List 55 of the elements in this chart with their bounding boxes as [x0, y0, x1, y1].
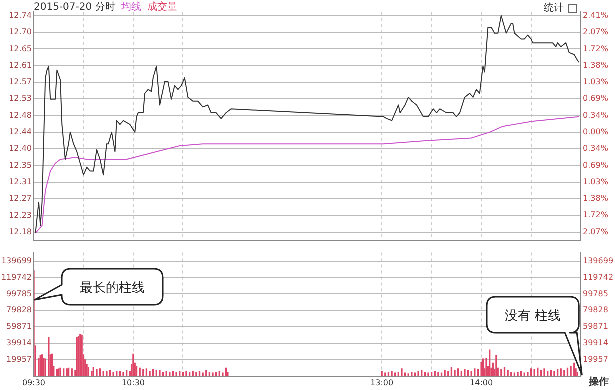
y-tick-label: 12.74	[9, 10, 32, 20]
y-tick-label: 12.65	[9, 44, 32, 54]
y-tick-label: 12.57	[9, 78, 32, 87]
y2-tick-label: 79828	[583, 306, 608, 315]
y2-tick-label: 1.72%	[583, 210, 609, 220]
y-tick-label: 12.61	[9, 60, 32, 70]
y2-tick-label: 0.69%	[583, 94, 609, 104]
y-tick-label: 119742	[1, 272, 32, 282]
chart-title: 2015-07-20 分时	[34, 2, 116, 13]
y2-tick-label: 0.69%	[583, 160, 609, 170]
y2-tick-label: 1.03%	[583, 177, 609, 186]
y2-tick-label: 99785	[583, 289, 608, 298]
annotation: 没有 柱线	[504, 309, 561, 324]
y-tick-label: 12.23	[9, 210, 32, 220]
y2-tick-label: 0.00%	[583, 128, 609, 136]
y-tick-label: 139699	[1, 256, 32, 266]
y2-tick-label: 0.34%	[583, 144, 609, 154]
y-tick-label: 12.27	[9, 194, 32, 204]
y-tick-label: 12.70	[9, 28, 32, 37]
x-tick-label: 09:30	[22, 378, 46, 388]
text: 均线	[121, 2, 142, 13]
y2-tick-label: 139699	[583, 256, 614, 266]
x-tick-label: 10:30	[122, 378, 145, 388]
y-tick-label: 12.40	[9, 144, 32, 154]
y-tick-label: 12.53	[9, 94, 32, 104]
x-tick-label: 14:00	[470, 378, 494, 388]
annotation: 最长的柱线	[80, 280, 145, 296]
y-tick-label: 12.44	[9, 128, 32, 137]
y2-tick-label: 1.38%	[583, 60, 609, 70]
y2-tick-label: 2.41%	[583, 10, 609, 20]
y-tick-label: 12.35	[9, 160, 32, 170]
text: 操作	[589, 377, 609, 388]
y2-tick-label: 1.72%	[583, 44, 609, 54]
y-tick-label: 12.48	[9, 110, 32, 120]
y-tick-label: 99785	[6, 289, 32, 298]
y2-tick-label: 0.34%	[583, 110, 609, 120]
y2-tick-label: 19957	[583, 355, 608, 364]
y2-tick-label: 1.38%	[583, 194, 609, 204]
speech-bubble: 没有 柱线	[486, 296, 583, 376]
y-tick-label: 79828	[6, 306, 32, 315]
y2-tick-label: 59871	[583, 322, 608, 332]
speech-bubble: 最长的柱线	[34, 268, 164, 306]
text: 成交量	[147, 2, 178, 13]
y-tick-label: 12.31	[9, 177, 32, 186]
y2-tick-label: 2.07%	[583, 227, 609, 236]
y2-tick-label: 39914	[583, 338, 608, 348]
y2-tick-label: 1.03%	[583, 78, 609, 87]
y-tick-label: 19957	[6, 355, 32, 364]
y-tick-label: 12.18	[9, 227, 32, 236]
y-tick-label: 59871	[6, 322, 32, 332]
y2-tick-label: 2.07%	[583, 28, 609, 37]
x-tick-label: 13:00	[370, 378, 394, 388]
annotation: 统计	[544, 3, 564, 14]
y2-tick-label: 119742	[583, 272, 614, 282]
y-tick-label: 39914	[6, 338, 32, 348]
